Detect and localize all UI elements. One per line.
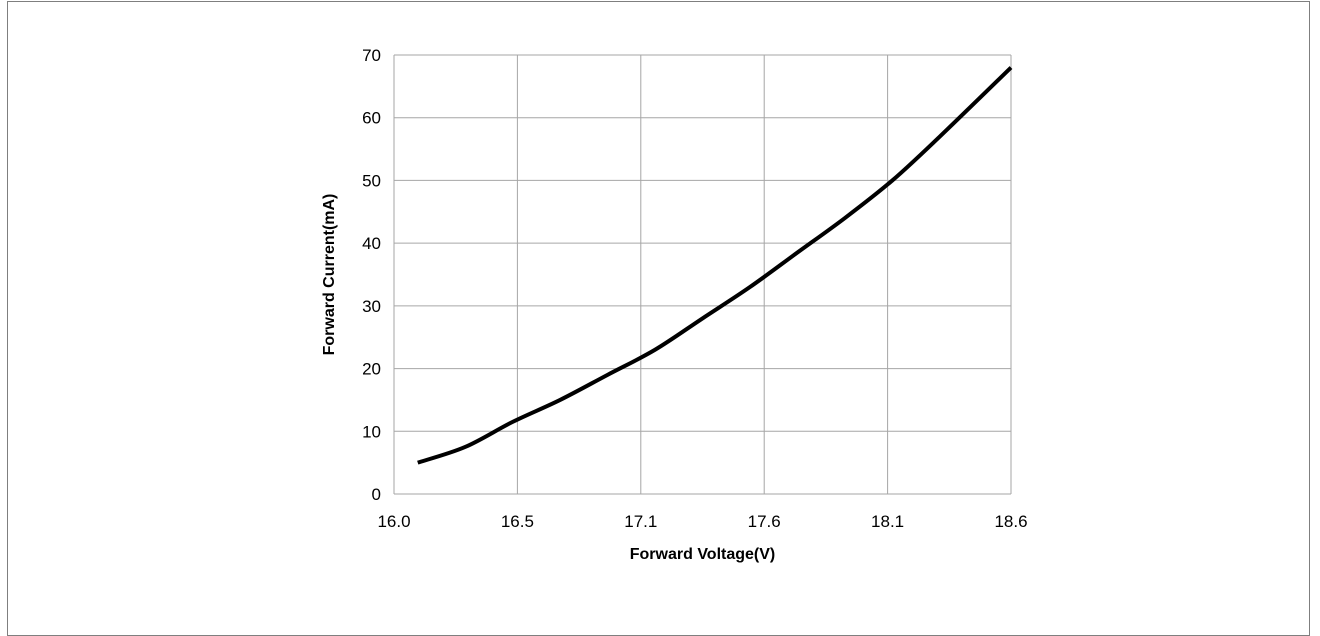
tick-labels: 16.0 16.5 17.1 17.6 18.1 18.6 0 10 20 30 40 50 60 70 bbox=[362, 46, 1027, 531]
y-tick-label: 30 bbox=[362, 297, 381, 316]
line-chart: 16.0 16.5 17.1 17.6 18.1 18.6010203040506070 … bbox=[321, 46, 1028, 563]
x-tick-label: 17.1 bbox=[624, 512, 657, 531]
series-line bbox=[417, 66, 1013, 465]
y-axis-title: Forward Current(mA) bbox=[321, 194, 338, 356]
y-tick-label: 0 bbox=[372, 485, 381, 504]
y-tick-label: 20 bbox=[362, 360, 381, 379]
y-tick-label: 50 bbox=[362, 171, 381, 190]
x-tick-label: 18.1 bbox=[871, 512, 904, 531]
x-tick-label: 17.6 bbox=[748, 512, 781, 531]
chart-frame: 16.0 16.5 17.1 17.6 18.1 18.6 0 10 20 30 40 50 60 70 … bbox=[7, 1, 1310, 636]
series bbox=[417, 66, 1013, 465]
y-tick-label: 70 bbox=[362, 46, 381, 65]
x-tick-label: 16.0 bbox=[377, 512, 410, 531]
y-tick-label: 10 bbox=[362, 422, 381, 441]
x-axis-title: Forward Voltage(V) bbox=[630, 546, 776, 563]
x-tick-label: 18.6 bbox=[994, 512, 1027, 531]
grid bbox=[393, 54, 1012, 495]
y-tick-label: 60 bbox=[362, 109, 381, 128]
y-tick-label: 40 bbox=[362, 234, 381, 253]
x-tick-label: 16.5 bbox=[501, 512, 534, 531]
